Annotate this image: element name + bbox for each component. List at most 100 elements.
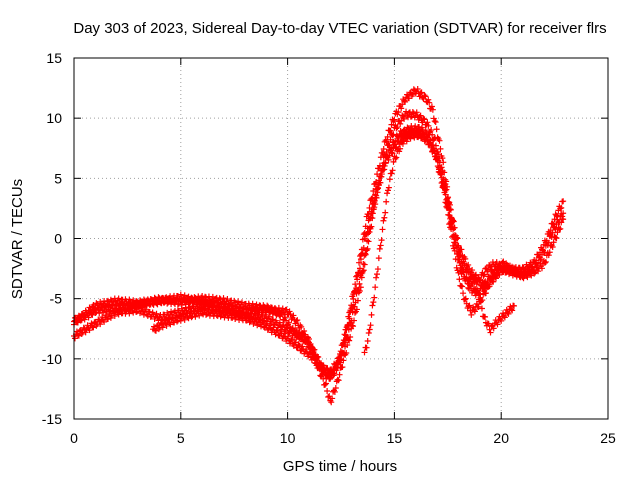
data-point — [386, 176, 393, 183]
data-point — [377, 242, 384, 249]
data-point — [101, 318, 108, 325]
data-point — [480, 272, 487, 279]
data-point — [359, 236, 366, 243]
data-point — [445, 204, 452, 211]
data-point — [461, 296, 468, 303]
data-point — [257, 304, 264, 311]
data-point — [356, 280, 363, 287]
data-point — [412, 123, 419, 130]
data-point — [393, 125, 400, 132]
data-point — [77, 317, 84, 324]
data-point — [367, 214, 374, 221]
data-point — [86, 327, 93, 334]
data-point — [509, 307, 516, 314]
data-point — [505, 310, 512, 317]
data-point — [132, 304, 139, 311]
data-point — [450, 232, 457, 239]
data-point — [433, 126, 440, 133]
data-point — [441, 185, 448, 192]
data-point — [394, 124, 401, 131]
data-point — [422, 127, 429, 134]
data-point — [375, 165, 382, 172]
data-point — [217, 313, 224, 320]
data-point — [557, 205, 564, 212]
data-point — [351, 303, 358, 310]
data-point — [426, 99, 433, 106]
data-point — [474, 286, 481, 293]
data-point — [456, 259, 463, 266]
data-point — [340, 339, 347, 346]
data-point — [434, 163, 441, 170]
data-point — [281, 330, 288, 337]
series-trace-4 — [150, 122, 500, 382]
data-point — [288, 336, 295, 343]
data-point — [466, 265, 473, 272]
data-point — [294, 317, 301, 324]
data-point — [74, 332, 81, 339]
x-axis-title: GPS time / hours — [283, 458, 397, 475]
data-point — [322, 381, 329, 388]
data-point — [403, 108, 410, 115]
y-tick-label: -10 — [42, 351, 62, 367]
data-point — [279, 323, 286, 330]
data-point — [390, 117, 397, 124]
data-point — [482, 313, 489, 320]
data-point — [361, 349, 368, 356]
data-point — [360, 260, 367, 267]
data-point — [236, 304, 243, 311]
data-point — [430, 115, 437, 122]
data-point — [453, 234, 460, 241]
data-point — [309, 345, 316, 352]
data-point — [378, 173, 385, 180]
data-point — [271, 309, 278, 316]
data-point — [159, 324, 166, 331]
data-point — [487, 266, 494, 273]
data-point — [363, 344, 370, 351]
data-point — [390, 158, 397, 165]
data-point — [490, 325, 497, 332]
data-point — [463, 275, 470, 282]
data-point — [303, 346, 310, 353]
data-point — [171, 319, 178, 326]
data-point — [475, 275, 482, 282]
data-point — [362, 223, 369, 230]
data-point — [221, 300, 228, 307]
data-point — [214, 312, 221, 319]
data-point — [466, 302, 473, 309]
data-point — [453, 251, 460, 258]
data-point — [287, 311, 294, 318]
data-point — [388, 121, 395, 128]
data-point — [508, 306, 515, 313]
data-point — [344, 333, 351, 340]
data-point — [385, 184, 392, 191]
data-point — [285, 319, 292, 326]
y-tick-label: -5 — [50, 291, 63, 307]
data-point — [364, 337, 371, 344]
data-point — [73, 318, 80, 325]
data-point — [533, 257, 540, 264]
data-point — [435, 157, 442, 164]
data-point — [550, 239, 557, 246]
data-point — [374, 271, 381, 278]
data-point — [448, 221, 455, 228]
data-point — [448, 215, 455, 222]
data-point — [331, 388, 338, 395]
data-point — [401, 97, 408, 104]
data-point — [285, 333, 292, 340]
data-point — [425, 96, 432, 103]
data-point — [87, 307, 94, 314]
data-point — [349, 309, 356, 316]
data-point — [447, 219, 454, 226]
data-point — [111, 313, 118, 320]
data-point — [93, 300, 100, 307]
data-point — [521, 268, 528, 275]
data-point — [497, 262, 504, 269]
x-tick-label: 25 — [600, 430, 616, 446]
data-point — [539, 247, 546, 254]
data-point — [252, 315, 259, 322]
data-point — [323, 380, 330, 387]
data-point — [397, 120, 404, 127]
data-point — [454, 235, 461, 242]
data-point — [115, 295, 122, 302]
data-point — [293, 317, 300, 324]
